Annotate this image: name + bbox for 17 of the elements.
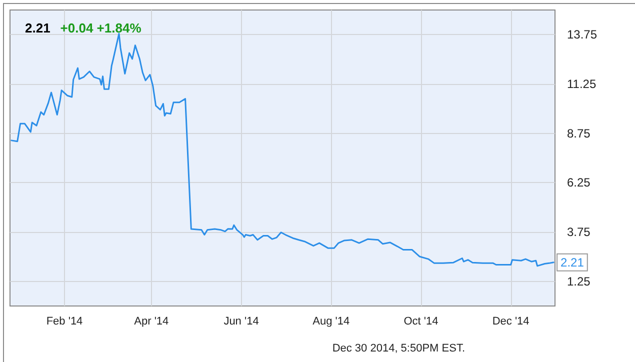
y-tick-label: 13.75 — [567, 28, 598, 42]
y-tick-label: 11.25 — [567, 77, 596, 91]
text: +0.04 +1.84% — [60, 20, 142, 36]
y-tick-label: 8.75 — [567, 126, 591, 140]
x-tick-label: Oct '14 — [404, 316, 438, 328]
x-tick-label: Apr '14 — [134, 316, 169, 328]
text: Dec 30 2014, 5:50PM EST. — [332, 342, 465, 354]
line-series — [10, 32, 554, 267]
x-tick-label: Feb '14 — [46, 316, 83, 328]
annotation: 2.21 — [560, 255, 584, 270]
y-tick-label: 3.75 — [567, 225, 591, 239]
y-tick-label: 1.25 — [567, 274, 591, 288]
y-tick-label: 6.25 — [567, 176, 591, 190]
x-tick-label: Dec '14 — [492, 316, 530, 328]
text: 2.21 — [25, 20, 50, 36]
x-tick-label: Jun '14 — [224, 316, 259, 328]
x-tick-label: Aug '14 — [312, 316, 350, 328]
